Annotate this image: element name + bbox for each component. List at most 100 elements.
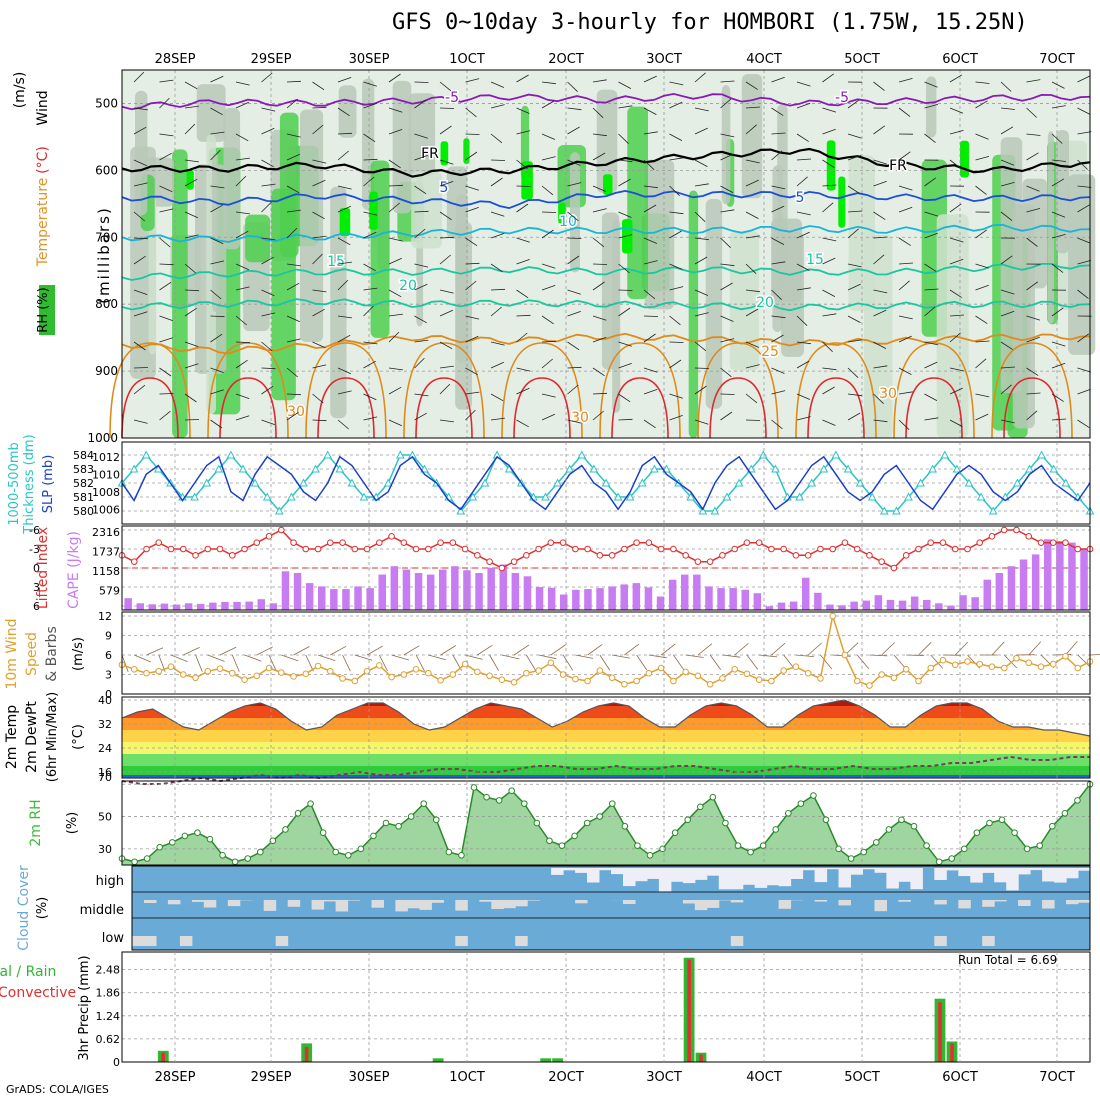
upper-wind-barb	[771, 132, 786, 135]
upper-wind-barb	[261, 312, 276, 317]
upper-wind-barb	[1026, 185, 1040, 192]
wind10-barb	[354, 654, 373, 661]
upper-wind-barb	[286, 153, 300, 161]
upper-wind-barb	[439, 365, 454, 369]
precip-ytick-0: 0	[113, 1056, 120, 1069]
upper-wind-barb	[1051, 234, 1066, 239]
upper-wind-barb	[796, 176, 808, 187]
li-point	[841, 539, 849, 546]
wind10-point	[474, 668, 481, 676]
upper-wind-barb	[261, 127, 275, 135]
li-point	[474, 552, 481, 559]
rh2m-point	[420, 800, 428, 807]
cloud-high-gap	[706, 868, 720, 876]
upper-wind-barb	[796, 341, 811, 345]
li-point	[535, 545, 542, 553]
upper-wind-barb	[720, 411, 733, 421]
bottom-date-label-7OCT: 7OCT	[1039, 1070, 1075, 1085]
rh2m-point	[1074, 797, 1081, 804]
rh-patch	[688, 190, 699, 438]
wind10-point	[694, 672, 702, 680]
upper-wind-barb	[261, 201, 272, 213]
thickness-ytick-584: 584	[73, 449, 94, 462]
upper-wind-barb	[1000, 107, 1015, 110]
li-point	[608, 552, 616, 559]
upper-wind-barb	[235, 175, 247, 187]
upper-wind-barb	[184, 178, 198, 187]
cape-bar	[947, 605, 955, 610]
upper-wind-barb	[414, 228, 426, 239]
rh2m-point	[684, 816, 692, 824]
upper-wind-barb	[210, 333, 223, 343]
upper-wind-barb	[312, 308, 325, 317]
rh-legend-swatch	[39, 285, 55, 335]
contour-label-30: 30	[879, 386, 897, 402]
upper-wind-barb	[414, 412, 427, 421]
upper-wind-barb	[949, 387, 963, 395]
wind10-barb	[231, 654, 240, 672]
upper-wind-barb	[516, 387, 530, 395]
wind10-point	[167, 663, 175, 671]
cloud-high-gap	[658, 868, 672, 892]
cloud-middle-gap	[898, 900, 911, 902]
upper-wind-barb	[235, 415, 250, 421]
upper-wind-barb	[337, 334, 351, 343]
upper-wind-barb	[261, 72, 273, 83]
wind10-barb	[501, 654, 520, 660]
upper-wind-barb	[516, 314, 531, 317]
upper-wind-barb	[873, 211, 886, 220]
wind10-point	[1000, 664, 1008, 672]
upper-wind-barb	[847, 133, 862, 139]
upper-wind-barb	[822, 341, 833, 352]
cloud-middle-gap	[431, 900, 444, 903]
t2m-minmax-label: (6hr Min/Max)	[45, 692, 60, 782]
upper-wind-barb	[414, 357, 425, 369]
upper-wind-barb	[516, 107, 530, 114]
cape-bar	[451, 566, 459, 610]
upper-wind-barb	[1051, 105, 1066, 109]
rh2m-point	[445, 848, 453, 856]
li-ytick-0: 0	[33, 562, 40, 575]
thickness-ytick-581: 581	[73, 491, 94, 504]
upper-wind-barb	[822, 73, 835, 83]
cape-bar	[1080, 549, 1088, 610]
li-point	[179, 545, 187, 553]
thickness-point	[625, 492, 635, 501]
rh-patch	[408, 93, 436, 177]
upper-wind-barb	[439, 107, 455, 109]
thickness-point	[771, 464, 780, 473]
isotherm-20	[121, 298, 1091, 312]
upper-wind-barb	[694, 237, 709, 241]
cape-bar	[281, 571, 290, 610]
upper-wind-barb	[873, 180, 887, 187]
wind10-barb	[599, 654, 611, 671]
wind10-point	[314, 662, 322, 670]
cloud-high-gap	[970, 868, 983, 883]
top-date-label-5OCT: 5OCT	[844, 52, 880, 67]
wind10-point	[523, 669, 530, 677]
precip-conv-bar	[938, 1002, 942, 1062]
upper-wind-barb	[745, 81, 758, 90]
upper-wind-barb	[694, 312, 709, 317]
wind10-point	[130, 666, 138, 673]
upper-wind-barb	[771, 150, 783, 161]
rh2m-point	[596, 813, 604, 820]
upper-wind-barb	[465, 207, 479, 213]
upper-wind-barb	[414, 263, 429, 268]
cape-bar	[221, 601, 229, 610]
wind10-point	[498, 676, 506, 684]
upper-wind-barb	[133, 341, 146, 351]
wind10-point	[645, 669, 653, 677]
upper-wind-barb	[388, 237, 403, 242]
upper-wind-barb	[618, 105, 633, 109]
li-point	[706, 558, 714, 565]
upper-wind-barb	[286, 227, 298, 239]
isotherm-30-cell	[611, 377, 669, 439]
upper-wind-barb	[363, 287, 378, 291]
upper-wind-barb	[1051, 341, 1066, 347]
upper-wind-barb	[1051, 362, 1066, 369]
cape-bar	[668, 579, 677, 610]
cape-bar	[124, 598, 132, 610]
upper-wind-barb	[133, 384, 146, 395]
rh-patch	[596, 89, 618, 194]
